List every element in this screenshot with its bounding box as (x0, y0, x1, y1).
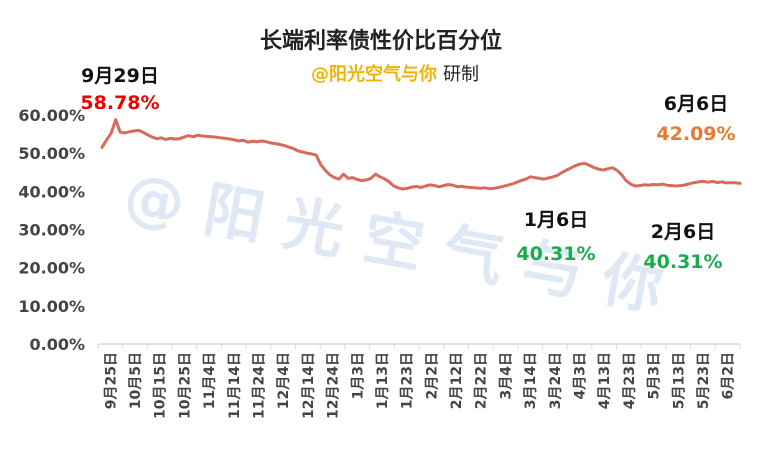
annotation-value: 40.31% (643, 251, 722, 273)
y-tick-label: 60.00% (18, 106, 85, 125)
x-tick-label: 11月4日 (202, 352, 218, 409)
x-tick-label: 3月4日 (498, 352, 514, 399)
x-tick-label: 11月14日 (227, 352, 243, 419)
x-tick-label: 12月4日 (276, 352, 292, 409)
y-tick-label: 20.00% (18, 259, 85, 278)
chart-title: 长端利率债性价比百分位 (260, 28, 502, 54)
y-tick-label: 40.00% (18, 182, 85, 201)
x-tick-label: 5月3日 (647, 352, 663, 399)
x-tick-label: 2月12日 (449, 352, 465, 409)
x-tick-label: 4月13日 (597, 352, 613, 409)
subtitle-brand: @阳光空气与你 (311, 63, 437, 85)
annotation-date: 2月6日 (651, 221, 715, 243)
x-tick-label: 3月24日 (548, 352, 564, 409)
x-tick-label: 1月3日 (350, 352, 366, 399)
annotations-layer: 9月29日 58.78% 1月6日 40.31% 2月6日 40.31% 6月6日 42.09… (80, 65, 735, 273)
x-axis: 9月25日 10月5日 10月15日 10月25日 11月4日 11月14日 11月24日 1… (97, 343, 741, 419)
y-tick-label: 50.00% (18, 144, 85, 163)
subtitle-suffix: 研制 (443, 64, 479, 85)
x-tick-label: 12月14日 (301, 352, 317, 419)
x-tick-label: 4月23日 (622, 352, 638, 409)
series-line (100, 118, 742, 191)
annotation-date: 1月6日 (524, 209, 588, 231)
y-tick-label: 0.00% (29, 335, 85, 354)
x-tick-label: 6月2日 (721, 352, 737, 399)
x-tick-label: 4月3日 (573, 352, 589, 399)
x-tick-label: 5月23日 (696, 352, 712, 409)
chart-subtitle: @阳光空气与你 研制 (311, 63, 479, 85)
series-layer (100, 118, 742, 191)
annotation-value: 40.31% (516, 243, 595, 265)
x-tick-label: 2月22日 (474, 352, 490, 409)
annotation-value: 42.09% (656, 123, 735, 145)
y-axis: 0.00% 10.00% 20.00% 30.00% 40.00% 50.00% 60.00… (18, 106, 85, 354)
x-tick-label: 9月25日 (103, 352, 119, 409)
x-tick-label: 1月13日 (375, 352, 391, 409)
y-tick-label: 10.00% (18, 297, 85, 316)
x-tick-label: 3月14日 (523, 352, 539, 409)
annotation-date: 9月29日 (81, 65, 159, 87)
x-tick-label: 12月24日 (326, 352, 342, 419)
x-tick-label: 11月24日 (252, 352, 268, 419)
x-tick-label: 2月2日 (424, 352, 440, 399)
y-tick-label: 30.00% (18, 221, 85, 240)
annotation-value: 58.78% (80, 92, 159, 114)
annotation-date: 6月6日 (664, 93, 728, 115)
x-tick-label: 5月13日 (671, 352, 687, 409)
x-tick-label: 10月5日 (128, 352, 144, 409)
x-tick-label: 10月25日 (177, 352, 193, 419)
x-tick-label: 1月23日 (400, 352, 416, 409)
x-tick-label: 10月15日 (153, 352, 169, 419)
